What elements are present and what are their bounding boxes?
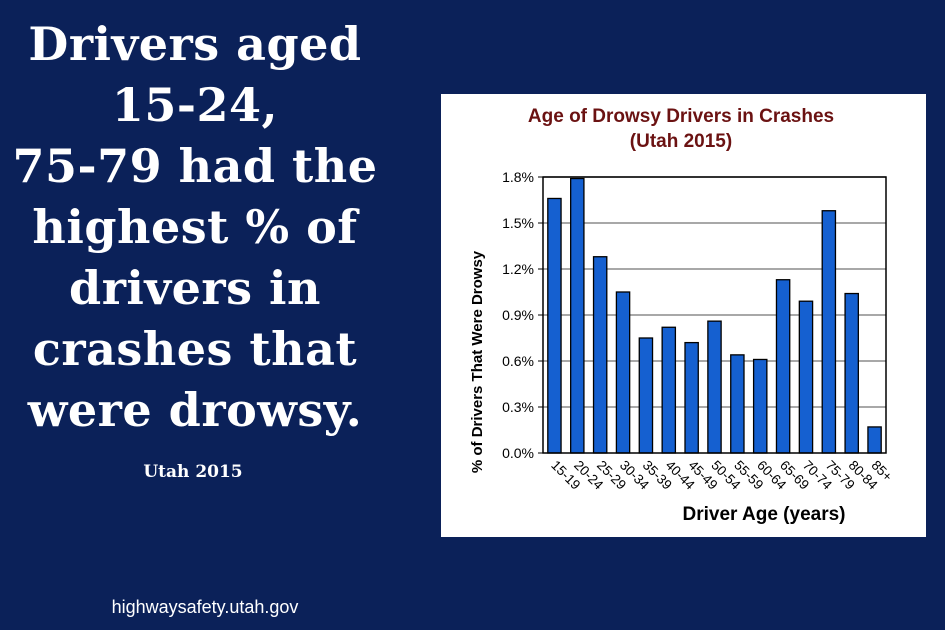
headline-line: were drowsy. [27,383,363,437]
x-axis-label: Driver Age (years) [683,504,846,525]
bar [615,291,631,454]
bar [821,210,837,454]
bar [661,326,677,454]
chart-panel: Age of Drowsy Drivers in Crashes (Utah 2… [441,94,926,537]
headline-line: 75-79 had the [12,139,378,193]
bar [547,197,562,454]
y-tick-label: 0.6% [502,353,534,369]
bar [638,337,654,454]
bar [752,358,768,454]
y-tick-label: 0.9% [502,307,534,323]
bar [684,341,699,454]
headline: Drivers aged 15-24, 75-79 had the highes… [0,14,390,441]
bar [592,256,608,454]
bar-chart: Age of Drowsy Drivers in Crashes (Utah 2… [469,106,895,525]
headline-line: 15-24, [111,78,279,132]
bar [798,300,814,454]
bar [707,320,722,454]
bar [844,292,859,454]
bar [570,177,585,454]
bar [867,426,882,454]
y-tick-label: 1.2% [502,261,534,277]
y-axis-label: % of Drivers That Were Drowsy [469,250,486,473]
source-tag: Utah 2015 [143,462,243,482]
headline-line: highest % of [32,200,358,254]
plot-frame [542,176,887,454]
bar [775,279,791,454]
headline-line: Drivers aged [28,17,362,71]
plot-area: 0.0%0.3%0.6%0.9%1.2%1.5%1.8%15-1920-2425… [502,169,895,493]
footer-url: highwaysafety.utah.gov [111,597,299,617]
chart-title: Age of Drowsy Drivers in Crashes [528,106,834,127]
bar [730,354,745,454]
y-tick-label: 1.5% [502,215,534,231]
y-tick-label: 0.3% [502,399,534,415]
y-tick-label: 1.8% [502,169,534,185]
headline-line: drivers in [69,261,321,315]
y-tick-label: 0.0% [502,445,534,461]
chart-subtitle: (Utah 2015) [630,131,732,152]
headline-line: crashes that [32,322,358,376]
